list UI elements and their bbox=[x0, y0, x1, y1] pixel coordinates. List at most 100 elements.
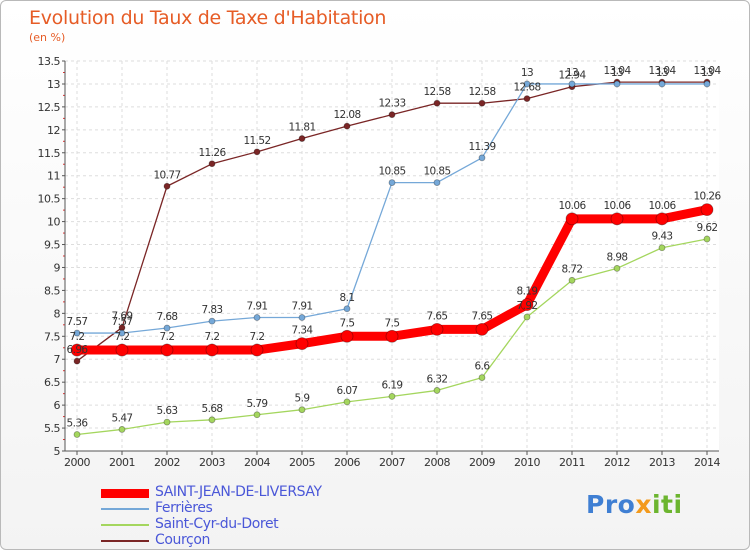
data-label: 7.57 bbox=[67, 316, 88, 328]
legend-swatch-ferrieres bbox=[101, 508, 149, 510]
y-tick-label: 7 bbox=[54, 353, 61, 366]
data-label: 10.06 bbox=[603, 200, 631, 212]
y-tick-label: 9.5 bbox=[44, 239, 60, 252]
x-tick-label: 2011 bbox=[559, 456, 585, 469]
data-label: 11.81 bbox=[288, 122, 315, 134]
y-tick-label: 12 bbox=[47, 124, 60, 137]
series-point bbox=[295, 337, 309, 351]
series-point bbox=[298, 406, 306, 414]
series-0 bbox=[70, 203, 714, 357]
data-label: 7.5 bbox=[340, 317, 355, 329]
series-point bbox=[520, 298, 534, 312]
series-point bbox=[340, 329, 354, 343]
logo-part: x bbox=[635, 490, 652, 519]
series-point bbox=[478, 154, 486, 162]
data-label: 12.58 bbox=[468, 86, 495, 98]
x-tick-label: 2000 bbox=[64, 456, 90, 469]
data-label: 5.79 bbox=[247, 398, 268, 410]
data-label: 13 bbox=[521, 67, 533, 79]
data-label: 7.68 bbox=[157, 311, 178, 323]
series-point bbox=[118, 329, 126, 337]
series-point bbox=[73, 329, 81, 337]
series-point bbox=[253, 411, 261, 419]
data-label: 13.04 bbox=[693, 65, 721, 77]
logo-part: iti bbox=[651, 490, 683, 519]
y-tick-label: 6.5 bbox=[44, 376, 60, 389]
series-point bbox=[118, 426, 126, 433]
y-tick-label: 7.5 bbox=[44, 330, 60, 343]
legend-label: Ferrières bbox=[155, 500, 213, 516]
series-point bbox=[610, 212, 624, 226]
data-label: 10.77 bbox=[153, 169, 180, 181]
y-tick-label: 8.5 bbox=[44, 284, 60, 297]
data-label: 7.34 bbox=[292, 325, 314, 337]
y-tick-label: 6 bbox=[54, 399, 61, 412]
series-point bbox=[388, 392, 396, 400]
series-point bbox=[478, 374, 486, 381]
series-point bbox=[658, 244, 666, 252]
y-tick-label: 13.5 bbox=[38, 55, 61, 68]
x-tick-label: 2006 bbox=[334, 456, 360, 469]
series-point bbox=[115, 343, 129, 357]
y-tick-label: 11 bbox=[47, 170, 60, 183]
data-label: 7.91 bbox=[292, 300, 313, 312]
series-point bbox=[433, 387, 441, 394]
y-tick-label: 9 bbox=[54, 261, 61, 274]
series-point bbox=[433, 179, 441, 186]
series-point bbox=[250, 343, 264, 357]
y-tick-label: 13 bbox=[47, 78, 60, 91]
series-point bbox=[343, 305, 351, 313]
series-point bbox=[163, 182, 171, 190]
data-label: 7.83 bbox=[202, 304, 223, 316]
series-point bbox=[523, 95, 531, 103]
series-point bbox=[160, 343, 174, 357]
series-2 bbox=[73, 235, 711, 438]
data-label: 7.92 bbox=[517, 300, 538, 312]
series-point bbox=[208, 416, 216, 424]
series-point bbox=[73, 357, 81, 365]
series-point bbox=[298, 135, 306, 142]
data-label: 8.1 bbox=[340, 292, 355, 304]
legend-label: Courçon bbox=[155, 532, 210, 548]
data-label: 7.69 bbox=[112, 311, 133, 323]
series-point bbox=[343, 398, 351, 406]
series-point bbox=[613, 264, 621, 272]
series-point bbox=[703, 80, 711, 88]
data-label: 7.57 bbox=[112, 316, 133, 328]
data-label: 13.04 bbox=[648, 65, 676, 77]
series-point bbox=[253, 148, 261, 156]
data-label: 5.63 bbox=[157, 405, 178, 417]
data-label: 13 bbox=[566, 67, 578, 79]
data-label: 5.68 bbox=[202, 403, 223, 415]
data-label: 12.33 bbox=[378, 98, 405, 110]
series-point bbox=[433, 99, 441, 107]
series-point bbox=[655, 212, 669, 226]
x-tick-label: 2003 bbox=[199, 456, 225, 469]
series-point bbox=[703, 235, 711, 243]
series-1 bbox=[73, 80, 711, 337]
data-label: 10.85 bbox=[378, 166, 405, 178]
data-label: 9.62 bbox=[697, 222, 718, 234]
series-point bbox=[298, 314, 306, 321]
data-label: 5.9 bbox=[295, 393, 310, 405]
x-tick-label: 2014 bbox=[694, 456, 720, 469]
data-label: 8.98 bbox=[607, 251, 628, 263]
data-label: 12.94 bbox=[558, 70, 586, 82]
x-tick-label: 2012 bbox=[604, 456, 630, 469]
series-point bbox=[385, 329, 399, 343]
data-label: 10.06 bbox=[648, 200, 676, 212]
series-point bbox=[70, 343, 84, 357]
data-label: 13 bbox=[611, 67, 623, 79]
data-label: 12.68 bbox=[513, 82, 540, 94]
series-point bbox=[73, 431, 81, 438]
x-tick-label: 2004 bbox=[244, 456, 270, 469]
data-label: 8.19 bbox=[517, 286, 538, 298]
data-label: 7.2 bbox=[160, 331, 175, 343]
y-tick-label: 10.5 bbox=[38, 193, 61, 206]
data-label: 7.2 bbox=[250, 331, 265, 343]
series-point bbox=[568, 80, 576, 88]
series-point bbox=[388, 111, 396, 119]
data-label: 12.58 bbox=[423, 86, 450, 98]
y-tick-label: 8 bbox=[54, 307, 61, 320]
data-label: 7.5 bbox=[385, 317, 400, 329]
